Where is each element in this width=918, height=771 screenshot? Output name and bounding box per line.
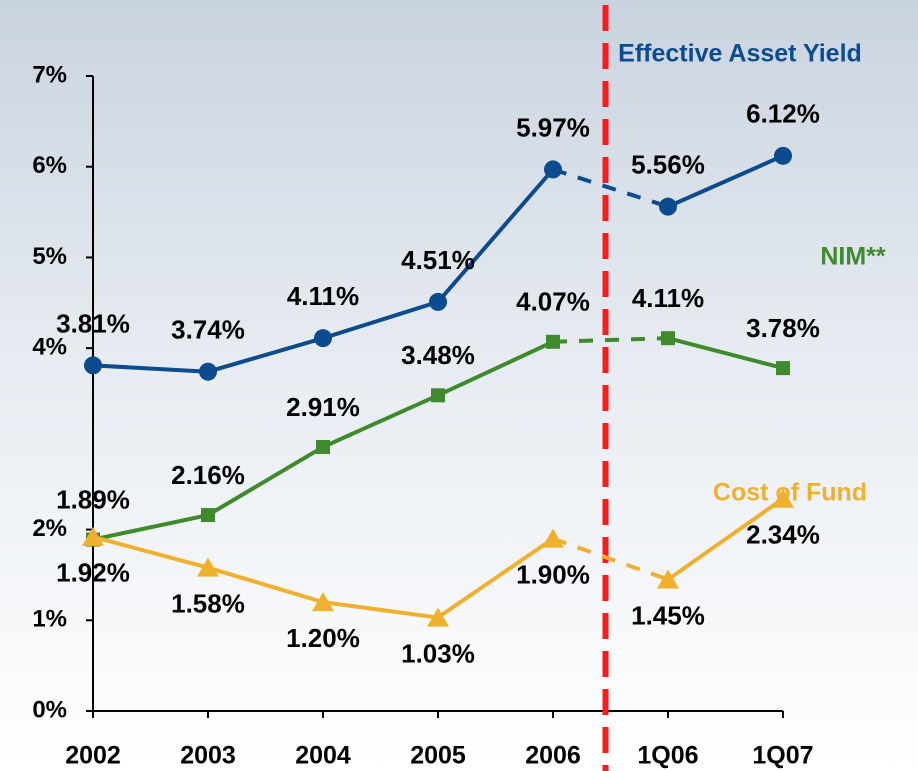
series-name: NIM**	[820, 243, 886, 271]
point	[429, 292, 447, 311]
data-label: 3.48%	[401, 340, 475, 370]
series-line	[667, 153, 784, 209]
point	[431, 388, 445, 403]
point	[657, 569, 679, 589]
point	[314, 329, 332, 348]
data-label: 5.97%	[516, 112, 590, 142]
data-label: 5.56%	[631, 150, 705, 180]
y-tick-label: 0%	[32, 696, 67, 723]
point	[776, 361, 790, 376]
data-label: 6.12%	[746, 99, 820, 129]
series-line-dashed	[552, 336, 669, 344]
data-label: 2.16%	[171, 460, 245, 490]
point	[316, 440, 330, 455]
data-label: 2.91%	[286, 392, 360, 422]
point	[661, 331, 675, 346]
y-tick-label: 6%	[32, 152, 67, 179]
y-tick-label: 1%	[32, 606, 67, 633]
point	[201, 508, 215, 523]
x-tick-label: 2006	[525, 742, 581, 770]
data-label: 1.58%	[171, 589, 245, 619]
point	[427, 607, 449, 627]
x-tick-label: 2004	[295, 742, 351, 770]
x-tick-label: 1Q07	[752, 742, 813, 770]
point	[772, 488, 794, 508]
point	[544, 160, 562, 179]
series-line-dashed	[552, 536, 669, 582]
series-line-dashed	[552, 167, 669, 209]
point	[774, 146, 792, 165]
data-label: 4.11%	[287, 281, 359, 311]
data-label: 3.74%	[171, 315, 245, 345]
data-label: 1.89%	[56, 484, 130, 514]
point	[84, 356, 102, 375]
point	[312, 592, 334, 612]
data-label: 4.11%	[632, 283, 704, 313]
data-label: 1.92%	[56, 558, 130, 588]
data-label: 1.20%	[286, 623, 360, 653]
point	[542, 528, 564, 548]
data-label: 1.90%	[516, 560, 590, 590]
series-name: Cost of Fund	[713, 479, 867, 507]
x-tick-label: 2003	[180, 742, 236, 770]
series-name: Effective Asset Yield	[618, 40, 862, 68]
data-label: 4.51%	[401, 245, 475, 275]
x-tick-label: 2005	[410, 742, 466, 770]
y-tick-label: 7%	[32, 61, 67, 88]
point	[546, 334, 560, 349]
data-label: 4.07%	[516, 287, 590, 317]
x-tick-label: 1Q06	[637, 742, 698, 770]
y-tick-label: 2%	[32, 515, 67, 542]
y-tick-label: 4%	[32, 333, 67, 360]
data-label: 1.45%	[631, 600, 705, 630]
x-tick-label: 2002	[65, 742, 121, 770]
point	[659, 197, 677, 216]
data-label: 1.03%	[401, 638, 475, 668]
point	[197, 557, 219, 577]
data-label: 2.34%	[746, 520, 820, 550]
data-label: 3.81%	[56, 308, 130, 338]
series-line	[666, 497, 785, 582]
point	[82, 526, 104, 546]
series-line	[667, 336, 784, 371]
y-tick-label: 5%	[32, 243, 67, 270]
point	[199, 362, 217, 381]
data-label: 3.78%	[746, 313, 820, 343]
